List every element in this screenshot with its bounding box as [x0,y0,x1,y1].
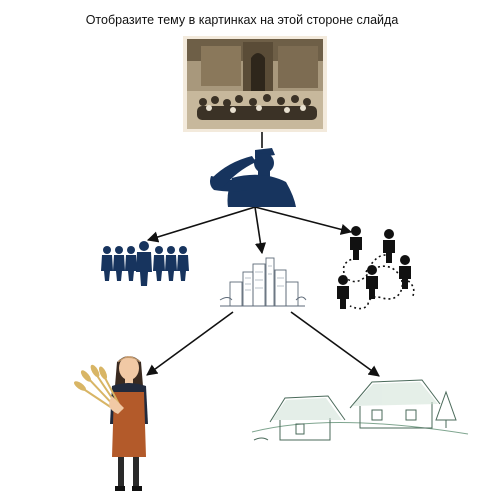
soldiers-row-icon [101,241,189,286]
historical-photo [183,36,327,132]
city-skyline-icon [219,257,307,307]
village-houses-icon [251,379,469,441]
saluting-soldier-icon [210,148,296,207]
slide-title: Отобразите тему в картинках на этой стор… [85,13,399,27]
arrow-to-soldiers [146,206,256,243]
woman-with-wheat-icon [74,356,148,491]
arrow-to-people [254,206,353,235]
arrow-to-farmer [146,311,234,376]
people-network-icon [337,226,415,310]
arrow-to-city [254,206,267,255]
arrow-to-village [290,311,380,377]
